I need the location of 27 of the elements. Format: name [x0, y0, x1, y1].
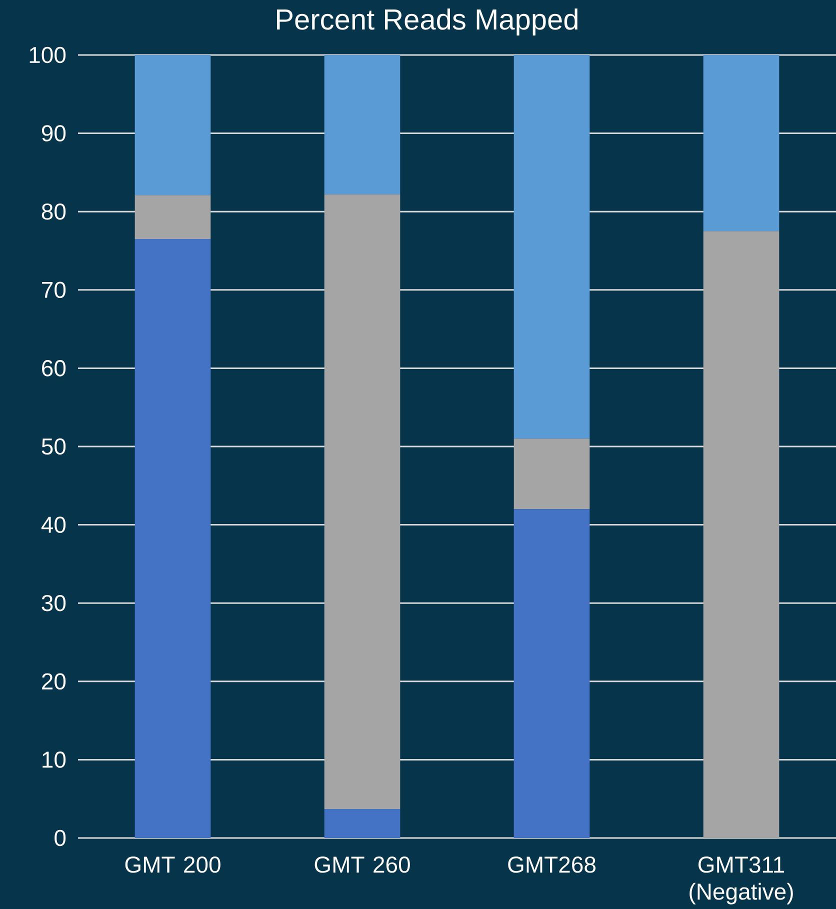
y-tick-label: 80 [42, 203, 66, 220]
x-tick-label: GMT 200 [125, 856, 220, 873]
x-tick-label: GMT 260 [314, 856, 410, 873]
bar [514, 509, 590, 838]
bar [324, 54, 400, 194]
y-tick-label: 10 [42, 752, 66, 768]
y-tick-label: 90 [42, 125, 66, 142]
bar [134, 195, 211, 239]
y-tick-label: 40 [41, 516, 66, 533]
y-tick-label: 0 [54, 830, 66, 846]
x-tick-label: GMT268 [508, 856, 596, 873]
bar [134, 54, 211, 196]
bar [324, 194, 400, 810]
bar [703, 231, 780, 838]
bar [703, 54, 780, 232]
chart-title: Percent Reads Mapped [277, 8, 578, 36]
bar [134, 238, 211, 838]
y-tick-label: 30 [42, 594, 66, 612]
y-tick-label: 60 [42, 360, 66, 376]
y-tick-label: 50 [42, 438, 66, 455]
bar [324, 809, 400, 838]
y-tick-label: 100 [30, 46, 66, 64]
x-tick-label: GMT311 (Negative) [690, 856, 793, 904]
y-tick-label: 70 [42, 282, 66, 298]
y-tick-label: 20 [42, 673, 66, 690]
bar [514, 54, 590, 439]
bar [514, 438, 590, 510]
